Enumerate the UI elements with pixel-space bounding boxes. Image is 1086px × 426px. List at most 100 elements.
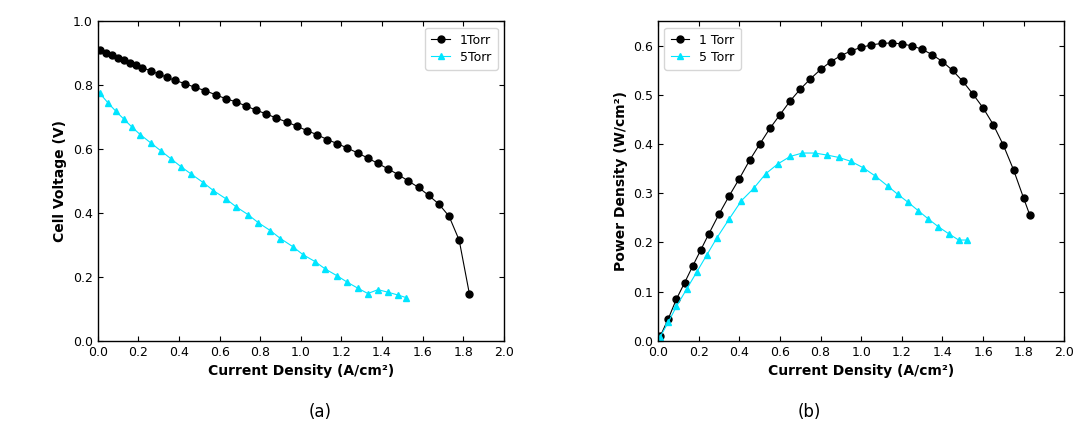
- 1Torr: [112, 55, 125, 60]
- 5Torr: [296, 252, 310, 257]
- 1Torr: [152, 72, 165, 77]
- 1Torr: [168, 78, 181, 83]
- 1 Torr: [895, 41, 908, 46]
- 5 Torr: [911, 208, 924, 213]
- 5Torr: [371, 287, 384, 292]
- 1Torr: [392, 172, 405, 177]
- 1Torr: [402, 178, 415, 184]
- 1Torr: [442, 214, 455, 219]
- 5 Torr: [691, 269, 704, 274]
- 5Torr: [341, 280, 354, 285]
- 1 Torr: [875, 41, 888, 46]
- 5Torr: [274, 236, 287, 241]
- 1 Torr: [712, 211, 725, 216]
- 5 Torr: [784, 154, 797, 159]
- 1Torr: [432, 201, 445, 207]
- 5 Torr: [922, 216, 935, 222]
- 1 Torr: [1023, 213, 1036, 218]
- 1 Torr: [915, 47, 929, 52]
- 5Torr: [126, 125, 139, 130]
- 5 Torr: [710, 235, 723, 240]
- 1 Torr: [678, 280, 691, 285]
- 1 Torr: [925, 52, 938, 57]
- 1 Torr: [814, 67, 828, 72]
- 1Torr: [105, 53, 118, 58]
- 5 Torr: [869, 173, 882, 178]
- 1 Torr: [654, 334, 667, 339]
- 1 Torr: [824, 59, 837, 64]
- 1 Torr: [694, 248, 707, 253]
- 5Torr: [117, 117, 130, 122]
- 1 Torr: [967, 92, 980, 97]
- 5Torr: [264, 228, 277, 233]
- Line: 5Torr: 5Torr: [97, 90, 409, 301]
- 5 Torr: [796, 150, 809, 155]
- 5Torr: [229, 204, 242, 209]
- 1Torr: [270, 115, 283, 121]
- 5 Torr: [832, 155, 845, 160]
- 5Torr: [175, 164, 188, 169]
- 1 Torr: [957, 79, 970, 84]
- 1Torr: [199, 88, 212, 93]
- 1 Torr: [976, 105, 989, 110]
- 1 Torr: [754, 141, 767, 147]
- 1 Torr: [722, 193, 735, 199]
- 1Torr: [229, 99, 242, 104]
- 5 Torr: [857, 165, 870, 170]
- 5Torr: [93, 91, 106, 96]
- 5 Torr: [845, 159, 858, 164]
- 1 Torr: [670, 296, 683, 302]
- 1Torr: [117, 58, 130, 63]
- 5Torr: [134, 132, 147, 137]
- 5Torr: [110, 109, 123, 114]
- 1Torr: [453, 238, 466, 243]
- 1 Torr: [834, 53, 847, 58]
- 1Torr: [161, 75, 174, 80]
- 1Torr: [371, 161, 384, 166]
- 1 Torr: [661, 316, 674, 321]
- 1Torr: [301, 128, 314, 133]
- 5 Torr: [747, 186, 760, 191]
- 1 Torr: [855, 45, 868, 50]
- 1 Torr: [906, 43, 919, 49]
- 1 Torr: [885, 40, 898, 46]
- 1Torr: [260, 112, 273, 117]
- 5Torr: [351, 285, 364, 291]
- 5Torr: [400, 295, 413, 300]
- 5 Torr: [680, 287, 693, 292]
- 5Torr: [207, 188, 220, 193]
- 5 Torr: [700, 252, 714, 257]
- 1 Torr: [1007, 167, 1020, 172]
- Legend: 1 Torr, 5 Torr: 1 Torr, 5 Torr: [665, 28, 741, 70]
- 1Torr: [209, 92, 222, 98]
- 5Torr: [101, 100, 114, 105]
- 5 Torr: [952, 237, 965, 242]
- 1Torr: [341, 146, 354, 151]
- 5 Torr: [892, 192, 905, 197]
- 1Torr: [189, 85, 202, 90]
- Line: 5 Torr: 5 Torr: [657, 150, 970, 340]
- 1 Torr: [773, 112, 786, 117]
- 1Torr: [136, 65, 149, 70]
- 1 Torr: [987, 122, 1000, 127]
- 1Torr: [124, 60, 137, 66]
- 1Torr: [93, 48, 106, 53]
- 5 Torr: [661, 320, 674, 325]
- 1Torr: [412, 185, 425, 190]
- 1Torr: [422, 193, 435, 198]
- 1Torr: [250, 108, 263, 113]
- 5Torr: [362, 291, 375, 296]
- 5Torr: [308, 259, 321, 264]
- 1Torr: [99, 51, 112, 56]
- 1 Torr: [936, 59, 949, 64]
- 5 Torr: [670, 304, 683, 309]
- 1Torr: [219, 96, 232, 101]
- 1Torr: [311, 132, 324, 137]
- 5Torr: [197, 180, 210, 185]
- 5Torr: [381, 290, 394, 295]
- X-axis label: Current Density (A/cm²): Current Density (A/cm²): [207, 364, 394, 378]
- 1Torr: [280, 119, 293, 124]
- 5Torr: [144, 140, 157, 145]
- 5Torr: [286, 244, 299, 249]
- 1 Torr: [784, 98, 797, 104]
